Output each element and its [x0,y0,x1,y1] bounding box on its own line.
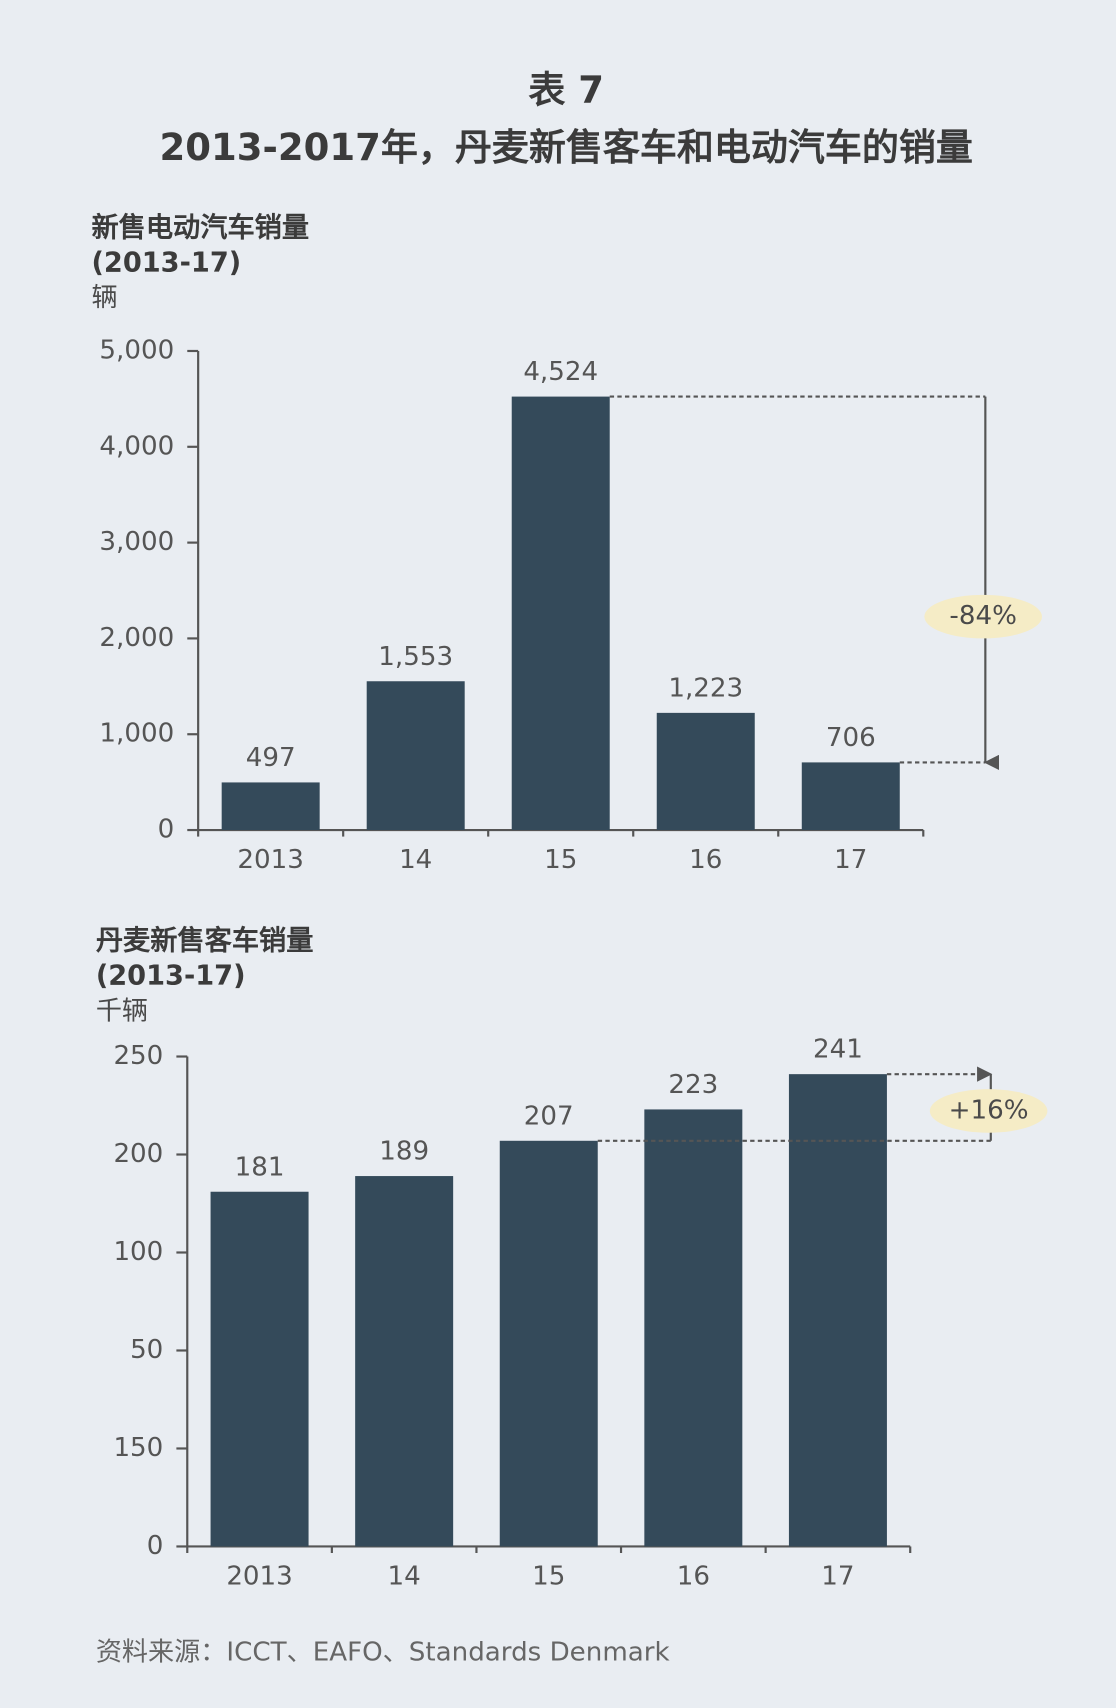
figure-title: 2013-2017年，丹麦新售客车和电动汽车的销量 [160,126,973,169]
bar [788,1074,887,1547]
chart-subtitle: (2013-17) [91,247,241,278]
bar [366,681,465,831]
x-tick-label: 2013 [226,1561,293,1591]
value-label: 207 [524,1101,574,1131]
y-tick-label: 4,000 [99,431,174,461]
figure-label: 表 7 [528,68,604,111]
x-tick-label: 15 [532,1561,565,1591]
y-axis-label: 千辆 [96,996,148,1026]
x-tick-label: 15 [544,845,577,875]
bar [355,1176,454,1547]
value-label: 181 [235,1152,285,1182]
x-tick-label: 14 [399,845,432,875]
value-label: 1,223 [668,673,743,703]
bar [511,396,610,831]
y-tick-label: 150 [113,1433,163,1463]
value-label: 4,524 [523,357,598,387]
bar [210,1191,309,1547]
x-tick-label: 17 [821,1561,854,1591]
chart-title: 新售电动汽车销量 [91,212,309,244]
value-label: 189 [379,1137,429,1167]
x-tick-label: 17 [834,845,867,875]
chart-subtitle: (2013-17) [96,961,246,992]
value-label: 706 [826,723,876,753]
y-axis-label: 辆 [91,283,117,313]
x-tick-label: 16 [689,845,722,875]
y-tick-label: 5,000 [99,335,174,365]
x-tick-label: 2013 [237,845,304,875]
annotation: -84% [949,601,1017,631]
y-tick-label: 1,000 [99,719,174,749]
source: 资料来源：ICCT、EAFO、Standards Denmark [96,1638,671,1668]
y-tick-label: 250 [113,1041,163,1071]
annotation-badge [924,594,1042,639]
bar [644,1109,743,1547]
y-tick-label: 100 [113,1237,163,1267]
bar [499,1140,598,1547]
y-tick-label: 0 [147,1531,164,1561]
y-tick-label: 2,000 [99,623,174,653]
chart-title: 丹麦新售客车销量 [96,925,314,957]
annotation: +16% [949,1095,1029,1125]
bar [656,712,755,831]
bar [221,782,320,831]
annotation-badge [929,1089,1048,1133]
value-label: 223 [668,1070,718,1100]
value-label: 497 [246,743,296,773]
bar [801,762,900,831]
y-tick-label: 200 [113,1139,163,1169]
y-tick-label: 0 [158,815,175,845]
y-tick-label: 3,000 [99,527,174,557]
value-label: 241 [813,1035,863,1065]
y-tick-label: 50 [130,1335,163,1365]
x-tick-label: 14 [388,1561,421,1591]
value-label: 1,553 [378,642,453,672]
x-tick-label: 16 [677,1561,710,1591]
